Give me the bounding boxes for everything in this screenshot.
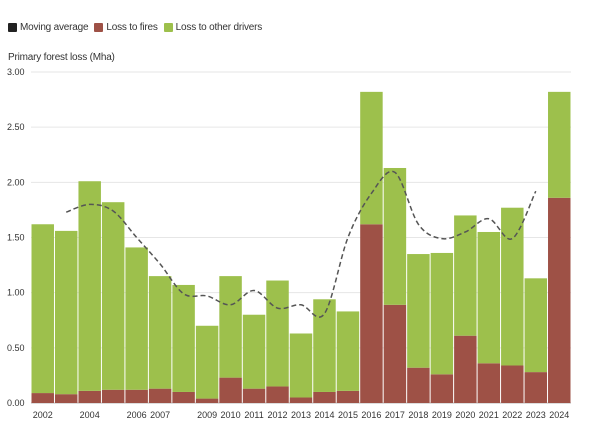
x-tick-label: 2019 <box>432 410 452 420</box>
bar-fires-2021 <box>477 363 501 403</box>
other-drivers-swatch <box>163 22 173 32</box>
bar-other-drivers-2009 <box>195 325 219 399</box>
bar-fires-2004 <box>78 390 101 403</box>
bar-fires-2012 <box>266 386 289 403</box>
bar-fires-2008 <box>172 391 195 403</box>
bar-other-drivers-2024 <box>548 91 571 198</box>
x-tick-label: 2006 <box>127 410 147 420</box>
bar-fires-2009 <box>195 398 219 403</box>
bar-other-drivers-2012 <box>266 280 289 387</box>
bar-fires-2003 <box>54 394 78 403</box>
bar-fires-2019 <box>430 374 454 403</box>
bar-other-drivers-2016 <box>360 91 383 225</box>
bar-other-drivers-2023 <box>524 278 548 373</box>
x-tick-label: 2004 <box>80 410 100 420</box>
bar-fires-2014 <box>313 391 336 403</box>
x-tick-label: 2015 <box>338 410 358 420</box>
bar-fires-2017 <box>383 304 407 403</box>
legend-label-other-drivers: Loss to other drivers <box>175 21 263 33</box>
x-tick-label: 2017 <box>385 410 405 420</box>
bar-fires-2015 <box>336 390 360 403</box>
chart-legend: Moving average Loss to fires Loss to oth… <box>8 20 268 34</box>
bar-fires-2010 <box>219 377 242 403</box>
legend-item-moving-average: Moving average <box>8 21 89 33</box>
bar-fires-2020 <box>454 335 477 403</box>
bar-fires-2024 <box>548 197 571 403</box>
y-tick-label: 2.00 <box>7 177 25 187</box>
bar-other-drivers-2011 <box>242 314 266 389</box>
bar-other-drivers-2010 <box>219 276 242 378</box>
bar-other-drivers-2022 <box>501 207 524 366</box>
bar-other-drivers-2018 <box>407 254 430 368</box>
bar-fires-2007 <box>148 388 172 403</box>
fires-swatch <box>94 22 104 32</box>
bar-other-drivers-2005 <box>101 202 125 390</box>
legend-item-other-drivers: Loss to other drivers <box>163 21 263 33</box>
y-tick-label: 0.00 <box>7 398 25 408</box>
bar-other-drivers-2002 <box>31 224 54 394</box>
bar-fires-2023 <box>524 372 548 403</box>
bar-fires-2016 <box>360 224 383 403</box>
bar-fires-2022 <box>501 365 524 403</box>
y-tick-label: 3.00 <box>7 67 25 77</box>
bar-other-drivers-2014 <box>313 299 336 392</box>
x-tick-label: 2016 <box>361 410 381 420</box>
bar-other-drivers-2007 <box>148 276 172 389</box>
bar-other-drivers-2008 <box>172 284 195 392</box>
bar-fires-2002 <box>31 393 54 403</box>
x-tick-label: 2022 <box>502 410 522 420</box>
x-tick-label: 2021 <box>479 410 499 420</box>
y-tick-label: 0.50 <box>7 343 25 353</box>
x-tick-label: 2009 <box>197 410 217 420</box>
bar-other-drivers-2004 <box>78 181 101 391</box>
legend-item-fires: Loss to fires <box>94 21 158 33</box>
x-tick-label: 2023 <box>526 410 546 420</box>
bar-fires-2013 <box>289 397 313 403</box>
bar-other-drivers-2015 <box>336 311 360 391</box>
y-tick-label: 2.50 <box>7 122 25 132</box>
bar-other-drivers-2019 <box>430 252 454 375</box>
bar-other-drivers-2017 <box>383 167 407 305</box>
moving-average-swatch <box>8 22 17 32</box>
moving-average-line <box>65 170 537 318</box>
y-tick-label: 1.50 <box>7 233 25 243</box>
x-tick-label: 2010 <box>221 410 241 420</box>
x-tick-label: 2013 <box>291 410 311 420</box>
y-tick-label: 1.00 <box>7 288 25 298</box>
x-tick-label: 2014 <box>314 410 334 420</box>
x-tick-label: 2020 <box>455 410 475 420</box>
bar-fires-2005 <box>101 389 125 403</box>
bar-fires-2018 <box>407 367 430 403</box>
x-tick-label: 2012 <box>268 410 288 420</box>
bar-other-drivers-2020 <box>454 215 477 336</box>
bar-fires-2006 <box>125 389 148 403</box>
x-tick-label: 2018 <box>408 410 428 420</box>
bar-other-drivers-2013 <box>289 333 313 398</box>
bar-fires-2011 <box>242 388 266 403</box>
x-tick-label: 2002 <box>33 410 53 420</box>
x-tick-label: 2024 <box>549 410 569 420</box>
legend-label-fires: Loss to fires <box>106 21 158 33</box>
bar-other-drivers-2021 <box>477 231 501 364</box>
legend-label-moving-average: Moving average <box>20 21 89 33</box>
bar-other-drivers-2006 <box>125 247 148 390</box>
bar-other-drivers-2003 <box>54 230 78 395</box>
y-axis-title: Primary forest loss (Mha) <box>8 52 115 63</box>
x-tick-label: 2007 <box>150 410 170 420</box>
x-tick-label: 2011 <box>244 410 263 420</box>
